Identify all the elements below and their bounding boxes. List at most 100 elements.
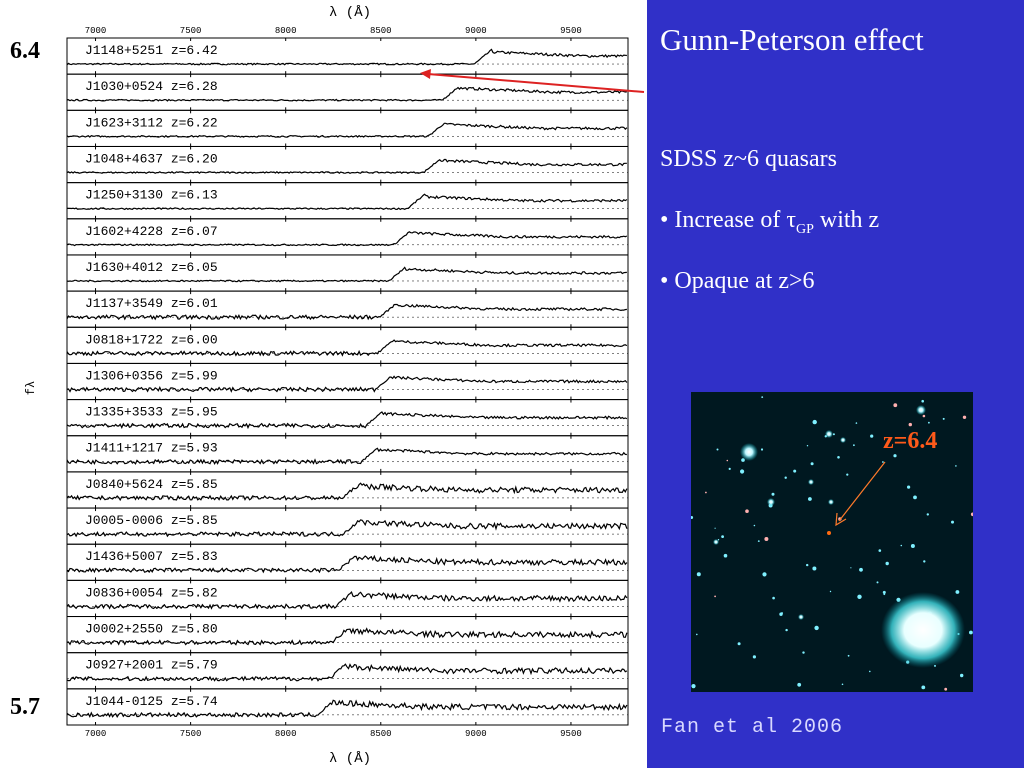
faint-star — [893, 454, 897, 458]
faint-star — [797, 682, 802, 687]
spectrum-line — [66, 482, 628, 502]
faint-star — [760, 448, 764, 451]
faint-star — [716, 448, 719, 451]
faint-star — [878, 549, 882, 552]
bright-star — [713, 539, 719, 545]
bright-star — [767, 498, 775, 506]
x-tick-label-bottom: 9000 — [465, 729, 487, 739]
faint-star — [928, 421, 930, 424]
faint-star — [942, 417, 945, 420]
quasar-marker — [827, 531, 831, 535]
faint-star — [923, 560, 926, 563]
tau-subscript: GP — [795, 221, 814, 237]
spectrum-panel: J1044-0125 z=5.74 — [66, 688, 629, 726]
faint-star — [853, 444, 855, 447]
faint-star — [885, 561, 889, 566]
faint-star — [714, 527, 716, 529]
pointer-arrow-line — [838, 461, 886, 522]
faint-star — [806, 445, 809, 447]
faint-star — [793, 469, 797, 473]
spectrum-line — [66, 627, 628, 646]
spectrum-label: J0005-0006 z=5.85 — [85, 513, 218, 528]
faint-star — [726, 459, 729, 462]
x-tick-label-top: 9500 — [560, 26, 582, 36]
spectrum-label: J1623+3112 z=6.22 — [85, 115, 218, 130]
bright-star — [840, 437, 846, 443]
faint-star — [951, 520, 954, 524]
faint-star — [970, 512, 973, 517]
faint-star — [955, 465, 957, 467]
faint-star — [764, 537, 769, 541]
spectrum-line — [66, 122, 628, 138]
faint-star — [882, 461, 884, 463]
faint-star — [969, 630, 973, 635]
bright-galaxy — [881, 592, 965, 668]
faint-star — [913, 495, 917, 500]
faint-star — [882, 590, 886, 594]
bullet-2-text: • Opaque at z>6 — [660, 268, 815, 294]
faint-star — [705, 491, 707, 494]
x-tick-label-bottom: 7000 — [85, 729, 107, 739]
faint-star — [737, 642, 741, 646]
bright-star — [740, 443, 758, 461]
spectrum-line — [66, 158, 627, 174]
faint-star — [779, 612, 783, 616]
faint-star — [785, 628, 788, 632]
faint-star — [855, 422, 858, 424]
faint-star — [721, 535, 724, 538]
spectrum-label: J0818+1722 z=6.00 — [85, 332, 218, 347]
faint-star — [907, 485, 911, 489]
faint-star — [900, 544, 903, 547]
spectrum-label: J1030+0524 z=6.28 — [85, 79, 218, 94]
spectrum-label: J1250+3130 z=6.13 — [85, 188, 218, 203]
faint-star — [752, 655, 756, 659]
spectrum-line — [66, 48, 627, 66]
faint-star — [806, 563, 809, 567]
faint-star — [802, 651, 805, 654]
faint-star — [908, 422, 912, 427]
spectrum-panel: J1411+1217 z=5.93 — [66, 435, 629, 473]
spectrum-panel: J1030+0524 z=6.28 — [66, 73, 629, 111]
faint-star — [960, 673, 964, 678]
faint-star — [696, 572, 701, 577]
x-axis-label-bottom: λ (Å) — [329, 750, 371, 767]
spectrum-line — [66, 339, 628, 357]
faint-star — [962, 415, 967, 419]
faint-star — [762, 572, 767, 577]
spectrum-line — [66, 663, 628, 682]
x-tick-label-bottom: 9500 — [560, 729, 582, 739]
bright-star — [916, 405, 926, 415]
faint-star — [772, 596, 775, 600]
bullet-opaque: • Opaque at z>6 — [660, 268, 815, 295]
x-tick-label-top: 8000 — [275, 26, 297, 36]
field-stars — [691, 396, 973, 691]
spectrum-panel: J1306+0356 z=5.99 — [66, 362, 629, 401]
faint-star — [846, 473, 849, 476]
x-tick-label-bottom: 7500 — [180, 729, 202, 739]
faint-star — [841, 683, 844, 686]
slide-title: Gunn-Peterson effect — [660, 22, 924, 57]
spectrum-label: J0836+0054 z=5.82 — [85, 585, 218, 600]
faint-star — [757, 540, 760, 542]
faint-star — [921, 685, 926, 690]
spectrum-line — [66, 266, 627, 283]
faint-star — [955, 590, 960, 594]
citation-credit: Fan et al 2006 — [661, 716, 844, 739]
pointer-arrowhead — [835, 512, 847, 527]
spectrum-label: J1148+5251 z=6.42 — [85, 43, 218, 58]
x-tick-labels-top: 7000 7500 8000 8500 9000 9500 — [85, 26, 582, 36]
quasar-field-image — [691, 392, 973, 692]
spectrum-line — [66, 231, 628, 247]
spectrum-label: J1436+5007 z=5.83 — [85, 549, 218, 564]
faint-star — [832, 433, 835, 436]
x-axis-label-top: λ (Å) — [329, 4, 371, 21]
faint-star — [745, 509, 749, 513]
faint-star — [753, 524, 756, 527]
x-tick-label-bottom: 8000 — [275, 729, 297, 739]
spectrum-panel: J1623+3112 z=6.22 — [66, 109, 629, 147]
bullet-1-prefix: • Increase of — [660, 207, 787, 233]
faint-star — [922, 414, 926, 418]
spectrum-label: J0927+2001 z=5.79 — [85, 658, 218, 673]
spectrum-panel: J1048+4637 z=6.20 — [66, 145, 629, 184]
spectrum-line — [66, 519, 628, 538]
